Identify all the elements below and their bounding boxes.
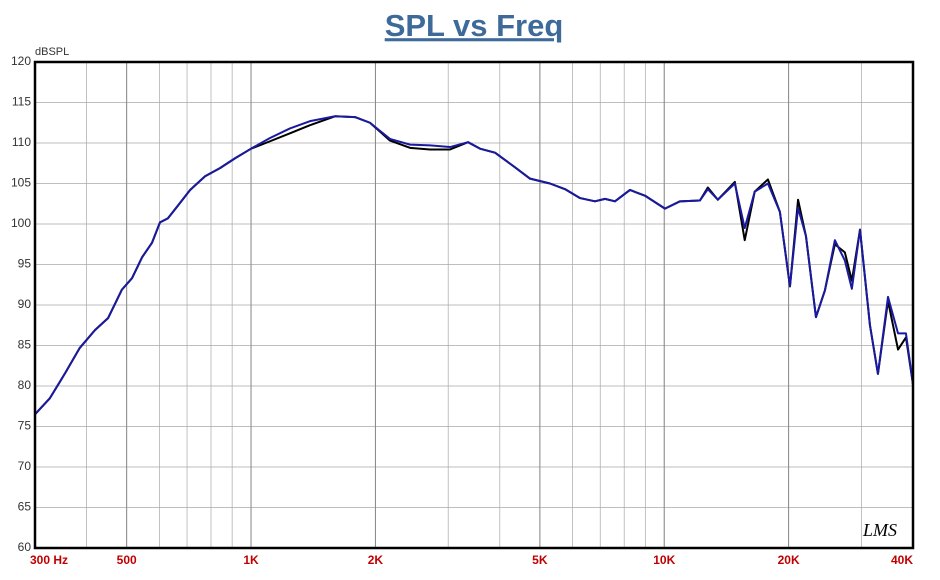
y-tick-label: 105	[11, 176, 31, 190]
x-tick-label: 300 Hz	[30, 553, 68, 567]
x-tick-label: 5K	[532, 553, 548, 567]
y-tick-label: 90	[18, 297, 32, 311]
y-tick-label: 95	[18, 257, 32, 271]
x-tick-label: 10K	[653, 553, 675, 567]
x-tick-label: 2K	[368, 553, 384, 567]
x-tick-label: 1K	[243, 553, 259, 567]
y-tick-label: 75	[18, 419, 32, 433]
watermark: LMS	[862, 520, 897, 540]
chart-title: SPL vs Freq	[385, 8, 564, 43]
y-tick-label: 115	[12, 95, 31, 109]
y-axis-label: dBSPL	[35, 46, 69, 58]
y-tick-label: 110	[12, 135, 31, 149]
y-tick-label: 100	[11, 216, 31, 230]
y-tick-label: 80	[18, 378, 32, 392]
series-line	[34, 115, 914, 416]
x-tick-label: 500	[117, 553, 137, 567]
plot-frame	[33, 60, 915, 550]
y-tick-label: 60	[18, 540, 32, 554]
y-tick-label: 120	[11, 54, 31, 68]
x-tick-label: 20K	[778, 553, 800, 567]
series-line	[34, 115, 914, 416]
y-tick-label: 70	[18, 459, 32, 473]
y-tick-label: 85	[18, 338, 32, 352]
x-tick-label: 40K	[891, 553, 913, 567]
y-tick-label: 65	[18, 500, 32, 514]
